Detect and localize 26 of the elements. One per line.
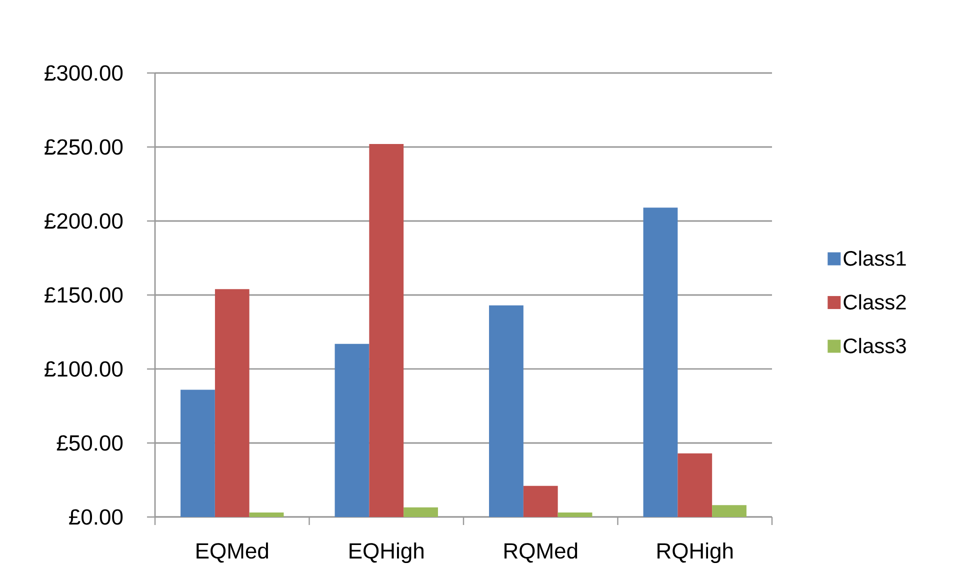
y-tick-label: £100.00	[44, 361, 123, 377]
bar	[712, 505, 746, 517]
bar	[404, 507, 438, 517]
bar	[334, 344, 370, 517]
y-tick-label: £50.00	[56, 435, 123, 451]
legend-label: Class3	[844, 338, 906, 354]
bar	[249, 512, 284, 517]
bar	[643, 208, 678, 517]
x-tick-label: EQMed	[196, 542, 268, 563]
y-tick-label: £300.00	[44, 65, 123, 81]
x-tick-label: RQHigh	[658, 542, 733, 564]
bar	[523, 486, 558, 517]
y-tick-label: £250.00	[44, 139, 123, 155]
bar	[489, 305, 524, 517]
bar	[678, 453, 712, 517]
y-tick-label: £0.00	[69, 509, 123, 525]
legend-label: Class2	[844, 294, 906, 310]
legend-label: Class1	[844, 250, 906, 266]
bar	[214, 289, 250, 517]
x-tick-label: RQMed	[504, 542, 578, 563]
bar	[558, 512, 592, 517]
y-tick-label: £200.00	[44, 213, 123, 229]
bar	[369, 144, 404, 517]
bar	[180, 390, 215, 517]
x-tick-label: EQHigh	[350, 542, 424, 564]
y-tick-label: £150.00	[44, 287, 123, 303]
